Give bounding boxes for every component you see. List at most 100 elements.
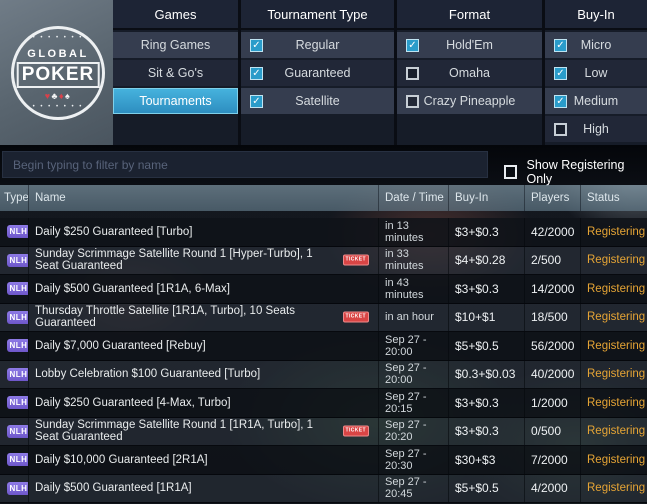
nlh-badge: NLH — [7, 310, 28, 324]
status-cell: Registering — [580, 417, 647, 445]
status-cell: Registering — [580, 218, 647, 246]
nlh-badge: NLH — [7, 339, 28, 353]
column-header-datetime[interactable]: Date / Time — [378, 185, 448, 211]
checked-checkbox-low[interactable] — [554, 66, 567, 80]
filter-item-label: Ring Games — [140, 38, 211, 52]
tournament-type-item-regular[interactable]: Regular — [241, 32, 394, 58]
checked-checkbox-medium[interactable] — [554, 94, 567, 108]
name-cell: Sunday Scrimmage Satellite Round 1 [1R1A… — [28, 417, 378, 445]
games-item-ring-games[interactable]: Ring Games — [113, 32, 238, 58]
filter-item-label: Low — [584, 66, 608, 80]
buyin-value: $5+$0.5 — [455, 338, 499, 353]
buyin-cell: $3+$0.3 — [448, 275, 524, 303]
datetime-cell: Sep 27 - 20:20 — [378, 417, 448, 445]
format-item-omaha[interactable]: Omaha — [397, 60, 542, 86]
datetime-cell: Sep 27 - 20:00 — [378, 332, 448, 360]
filter-item-label: Guaranteed — [284, 66, 351, 80]
players-cell: 4/2000 — [524, 474, 580, 502]
filter-item-label: Tournaments — [139, 94, 212, 108]
nlh-badge: NLH — [7, 481, 28, 495]
name-cell: Daily $7,000 Guaranteed [Rebuy] — [28, 332, 378, 360]
tournament-name: Daily $250 Guaranteed [Turbo] — [35, 225, 193, 238]
type-cell: NLH — [0, 218, 28, 246]
checked-checkbox-satellite[interactable] — [250, 94, 263, 108]
type-cell: NLH — [0, 418, 28, 446]
unchecked-checkbox-crazy-pineapple[interactable] — [406, 94, 419, 108]
format-item-crazy-pineapple[interactable]: Crazy Pineapple — [397, 88, 542, 114]
column-header-buyin[interactable]: Buy-In — [448, 185, 524, 211]
tournament-type-item-satellite[interactable]: Satellite — [241, 88, 394, 114]
filter-item-label: Sit & Go's — [147, 66, 204, 80]
status-value: Registering — [587, 396, 646, 409]
search-input[interactable] — [2, 151, 488, 178]
tournament-row[interactable]: NLH Sunday Scrimmage Satellite Round 1 [H… — [0, 246, 647, 275]
players-value: 14/2000 — [531, 281, 575, 296]
checked-checkbox-guaranteed[interactable] — [250, 66, 263, 80]
checked-checkbox-hold-em[interactable] — [406, 38, 419, 52]
filter-item-label: Medium — [573, 94, 619, 108]
tournament-row[interactable]: NLH Daily $7,000 Guaranteed [Rebuy] Sep 27… — [0, 332, 647, 361]
checked-checkbox-regular[interactable] — [250, 38, 263, 52]
status-cell: Registering — [580, 446, 647, 474]
players-value: 7/2000 — [531, 452, 568, 467]
logo-dots-top: • • • • • • • — [32, 35, 84, 41]
tournament-row[interactable]: NLH Daily $500 Guaranteed [1R1A] Sep 27 - … — [0, 474, 647, 503]
checked-checkbox-micro[interactable] — [554, 38, 567, 52]
tournament-name: Sunday Scrimmage Satellite Round 1 [1R1A… — [35, 418, 314, 444]
buyin-value: $10+$1 — [455, 310, 496, 325]
filter-item-label: Micro — [580, 38, 612, 52]
column-header-name[interactable]: Name — [28, 185, 378, 211]
buy-in-item-micro[interactable]: Micro — [545, 32, 647, 58]
tournament-row[interactable]: NLH Daily $250 Guaranteed [4-Max, Turbo] S… — [0, 389, 647, 418]
tournament-row[interactable]: NLH Daily $500 Guaranteed [1R1A, 6-Max] in… — [0, 275, 647, 304]
tournament-name: Daily $500 Guaranteed [1R1A] — [35, 482, 192, 494]
buy-in-item-medium[interactable]: Medium — [545, 88, 647, 114]
datetime-cell: Sep 27 - 20:00 — [378, 360, 448, 388]
tournament-row[interactable]: NLH Thursday Throttle Satellite [1R1A, Tu… — [0, 303, 647, 332]
nlh-badge: NLH — [7, 367, 28, 381]
nlh-badge: NLH — [7, 282, 28, 296]
column-header-status[interactable]: Status — [580, 185, 647, 211]
show-registering-toggle[interactable]: Show Registering Only — [504, 158, 647, 186]
buy-in-item-low[interactable]: Low — [545, 60, 647, 86]
format-item-hold-em[interactable]: Hold'Em — [397, 32, 542, 58]
name-cell: Daily $250 Guaranteed [Turbo] — [28, 218, 378, 246]
datetime-value: Sep 27 - 20:15 — [385, 390, 427, 415]
filter-items-tournament-type: Regular Guaranteed Satellite — [241, 30, 394, 114]
tournament-type-item-guaranteed[interactable]: Guaranteed — [241, 60, 394, 86]
players-cell: 0/500 — [524, 417, 580, 445]
players-cell: 42/2000 — [524, 218, 580, 246]
tournament-row[interactable]: NLH Daily $10,000 Guaranteed [2R1A] Sep 27… — [0, 446, 647, 475]
status-value: Registering — [587, 425, 646, 438]
games-item-sit-go-s[interactable]: Sit & Go's — [113, 60, 238, 86]
table-header: Type Name Date / Time Buy-In Players Sta… — [0, 185, 647, 211]
tournament-row[interactable]: NLH Sunday Scrimmage Satellite Round 1 [1… — [0, 417, 647, 446]
buyin-cell: $10+$1 — [448, 303, 524, 331]
players-cell: 1/2000 — [524, 389, 580, 417]
tournament-name: Lobby Celebration $100 Guaranteed [Turbo… — [35, 368, 261, 380]
type-cell: NLH — [0, 247, 28, 275]
datetime-cell: in 13 minutes — [378, 218, 448, 246]
players-cell: 18/500 — [524, 303, 580, 331]
filter-column-format: Format Hold'Em Omaha Crazy Pineapple — [397, 0, 542, 145]
datetime-cell: Sep 27 - 20:15 — [378, 389, 448, 417]
show-registering-checkbox[interactable] — [504, 165, 518, 179]
buyin-value: $3+$0.3 — [455, 424, 499, 439]
tournament-name: Sunday Scrimmage Satellite Round 1 [Hype… — [35, 247, 313, 273]
games-item-tournaments[interactable]: Tournaments — [113, 88, 238, 114]
column-header-players[interactable]: Players — [524, 185, 580, 211]
buyin-value: $3+$0.3 — [455, 224, 499, 239]
datetime-cell: in 43 minutes — [378, 275, 448, 303]
buyin-value: $0.3+$0.03 — [455, 367, 516, 382]
column-header-type[interactable]: Type — [4, 192, 28, 204]
unchecked-checkbox-omaha[interactable] — [406, 66, 419, 80]
tournament-row[interactable]: NLH Daily $250 Guaranteed [Turbo] in 13 mi… — [0, 218, 647, 247]
name-cell: Lobby Celebration $100 Guaranteed [Turbo… — [28, 360, 378, 388]
buy-in-item-high[interactable]: High — [545, 116, 647, 142]
unchecked-checkbox-high[interactable] — [554, 122, 567, 136]
filter-section: Games Ring Games Sit & Go's Tournaments To… — [113, 0, 647, 145]
players-value: 0/500 — [531, 424, 562, 439]
show-registering-label: Show Registering Only — [526, 158, 625, 186]
logo-poker-text: POKER — [16, 62, 100, 88]
tournament-row[interactable]: NLH Lobby Celebration $100 Guaranteed [Tu… — [0, 360, 647, 389]
